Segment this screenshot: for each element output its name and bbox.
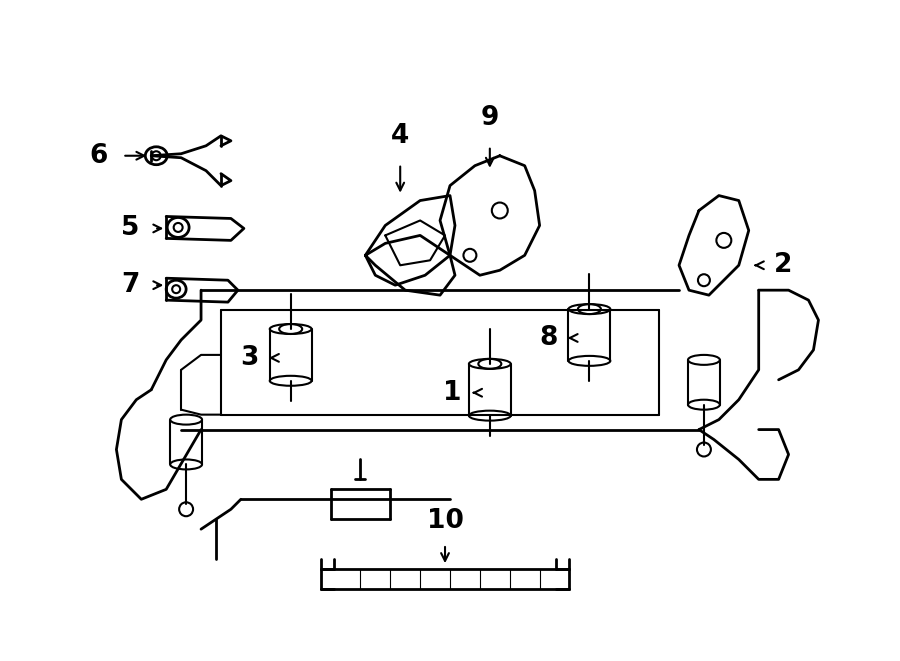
Text: 3: 3 (240, 345, 259, 371)
Text: 6: 6 (89, 143, 107, 169)
Text: 1: 1 (444, 379, 462, 406)
Text: 2: 2 (774, 253, 792, 278)
Text: 9: 9 (481, 105, 499, 131)
Text: 10: 10 (427, 508, 464, 534)
Text: 4: 4 (392, 123, 410, 149)
Text: 5: 5 (121, 215, 140, 241)
Text: 7: 7 (121, 272, 140, 298)
Text: 8: 8 (539, 325, 557, 351)
